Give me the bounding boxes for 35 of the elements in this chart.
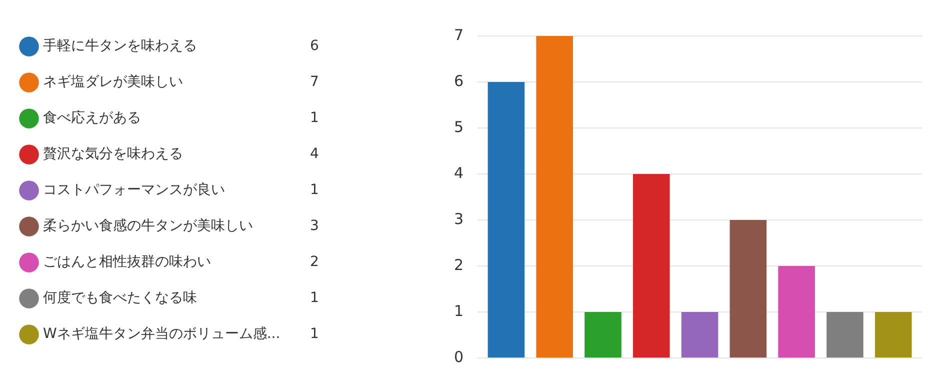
text: 1 [310,326,319,342]
bar [778,266,815,358]
text: 7 [310,74,319,90]
y-tick-label: 7 [454,26,464,44]
legend-label: ネギ塩ダレが美味しい [43,74,183,90]
y-tick-label: 0 [454,348,464,366]
bar [488,82,525,358]
y-tick-label: 1 [454,302,464,320]
legend-label: 手軽に牛タンを味わえる [43,38,197,54]
legend-label: コストパフォーマンスが良い [43,182,225,198]
y-tick-label: 2 [454,256,464,274]
legend-label: 贅沢な気分を味わえる [43,146,183,162]
bar [730,220,767,358]
legend-label: 食べ応えがある [43,110,141,126]
y-tick-label: 3 [454,210,464,228]
bar [536,36,573,358]
bar [632,174,670,358]
legend-label: 何度でも食べたくなる味 [43,290,197,306]
text: 6 [310,38,319,54]
y-tick-label: 5 [454,118,464,136]
y-tick-label: 4 [454,164,464,182]
text: 3 [310,218,319,234]
text: 2 [310,254,319,270]
legend-label: Wネギ塩牛タン弁当のボリューム感... [43,326,280,342]
bar [874,312,912,358]
y-tick-label: 6 [454,72,464,90]
text: 4 [310,146,319,162]
bar [826,312,864,358]
text: 1 [310,182,319,198]
bar [681,312,718,358]
text: 1 [310,110,319,126]
legend-label: ごはんと相性抜群の味わい [43,254,211,270]
text: 1 [310,290,319,306]
bar [584,312,622,358]
legend-label: 柔らかい食感の牛タンが美味しい [43,218,253,234]
